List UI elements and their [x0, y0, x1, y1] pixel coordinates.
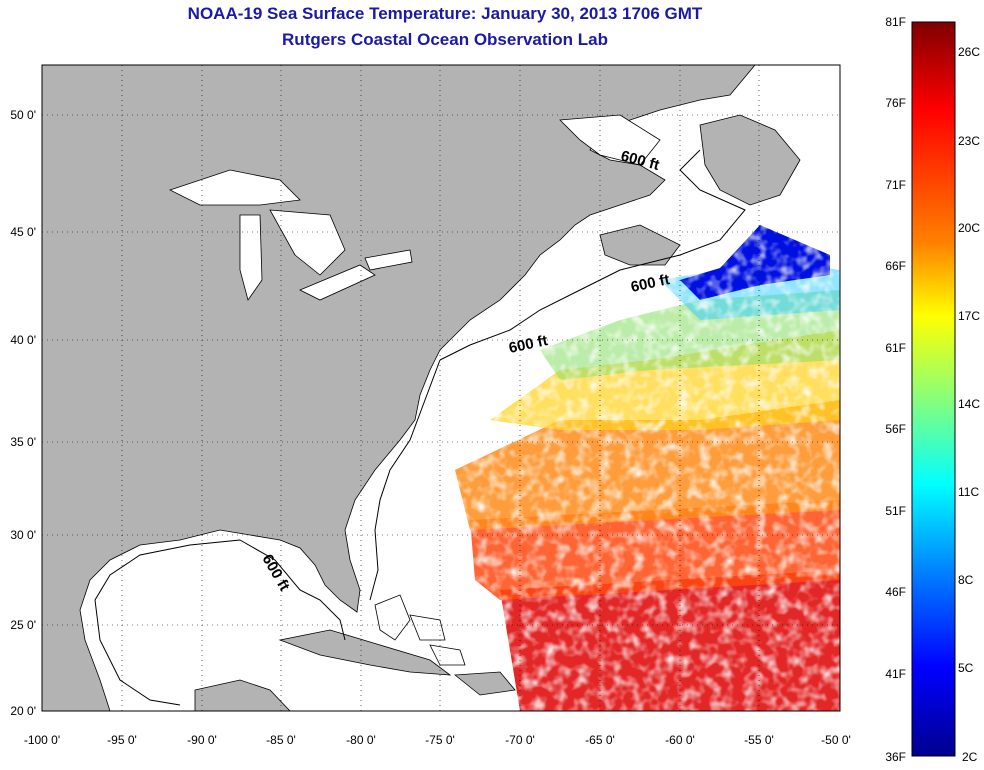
- cb-f-label: 61F: [885, 341, 906, 355]
- cb-c-label: 17C: [958, 309, 980, 323]
- cb-c-label: 11C: [958, 485, 979, 499]
- land: [42, 65, 801, 711]
- lat-tick: 25 0': [10, 618, 36, 632]
- isobath-gulf: [94, 539, 346, 706]
- lake-michigan: [239, 214, 263, 301]
- lon-tick: -80 0': [346, 733, 376, 747]
- lake-huron: [269, 209, 346, 276]
- lon-tick: -65 0': [585, 733, 615, 747]
- lon-tick: -60 0': [665, 733, 695, 747]
- land-north-america: [42, 65, 756, 711]
- sst-swath: [440, 225, 840, 711]
- lat-tick: 20 0': [10, 704, 36, 718]
- lat-tick: 45 0': [10, 225, 36, 239]
- land-nova-scotia: [599, 224, 681, 266]
- bahamas-bank-1: [374, 594, 411, 641]
- lon-tick: -85 0': [266, 733, 296, 747]
- land-yucatan: [194, 679, 291, 711]
- cb-f-label: 36F: [885, 750, 906, 764]
- isobath-600ft: [94, 149, 746, 706]
- lake-ontario: [364, 249, 413, 271]
- latitude-axis: 20 0' 25 0' 30 0' 35 0' 40 0' 45 0' 50 0…: [10, 108, 36, 718]
- cb-f-label: 76F: [885, 96, 906, 110]
- lake-superior: [168, 169, 301, 206]
- cb-c-label: 23C: [958, 134, 980, 148]
- longitude-axis: -100 0' -95 0' -90 0' -85 0' -80 0' -75 …: [24, 733, 851, 747]
- lat-tick: 40 0': [10, 333, 36, 347]
- bahamas-bank-3: [429, 644, 466, 666]
- land-newfoundland: [699, 114, 801, 206]
- cloud-mask-speckle: [440, 225, 840, 711]
- great-lakes: [168, 114, 661, 301]
- lat-tick: 35 0': [10, 435, 36, 449]
- lat-tick: 50 0': [10, 108, 36, 122]
- bahamas-banks: [374, 594, 466, 666]
- lon-tick: -100 0': [24, 733, 60, 747]
- cb-c-label: 26C: [958, 45, 980, 59]
- lon-tick: -75 0': [425, 733, 455, 747]
- lon-tick: -50 0': [821, 733, 851, 747]
- colorbar-f-labels: 81F 76F 71F 66F 61F 56F 51F 46F 41F 36F: [885, 15, 906, 764]
- cb-c-label: 8C: [958, 573, 974, 587]
- gulf-st-lawrence: [559, 114, 661, 166]
- colorbar: [911, 21, 956, 757]
- cb-f-label: 66F: [885, 259, 906, 273]
- land-hispaniola: [453, 671, 516, 696]
- map-subtitle: Rutgers Coastal Ocean Observation Lab: [282, 30, 608, 49]
- land-cuba: [278, 629, 452, 676]
- lat-tick: 30 0': [10, 528, 36, 542]
- cb-c-label: 14C: [958, 397, 980, 411]
- isobath-atlantic: [439, 149, 746, 361]
- cb-c-label: 5C: [958, 661, 974, 675]
- cb-f-label: 51F: [885, 504, 906, 518]
- cb-f-label: 56F: [885, 422, 906, 436]
- cb-f-label: 46F: [885, 585, 906, 599]
- map-frame: [41, 64, 841, 712]
- lon-tick: -90 0': [187, 733, 217, 747]
- lon-tick: -70 0': [505, 733, 535, 747]
- isobath-southeast: [369, 359, 441, 601]
- cb-c-label: 20C: [958, 221, 980, 235]
- cb-f-label: 71F: [885, 178, 906, 192]
- cb-c-label: 2C: [962, 750, 978, 764]
- grid-lines: [42, 65, 840, 711]
- lake-erie: [299, 264, 376, 301]
- lon-tick: -55 0': [744, 733, 774, 747]
- cb-f-label: 41F: [885, 667, 906, 681]
- cb-f-label: 81F: [885, 15, 906, 29]
- bahamas-bank-2: [409, 614, 446, 641]
- map-title: NOAA-19 Sea Surface Temperature: January…: [187, 4, 703, 23]
- colorbar-c-labels: 26C 23C 20C 17C 14C 11C 8C 5C 2C: [958, 45, 980, 764]
- plot-area: [42, 65, 840, 711]
- lon-tick: -95 0': [107, 733, 137, 747]
